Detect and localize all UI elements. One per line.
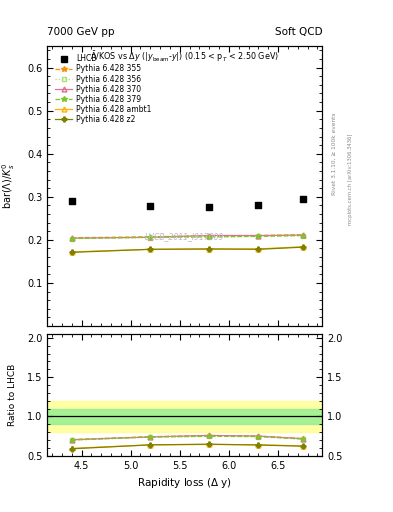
Point: [147, 202, 153, 210]
Pythia 6.428 379: [300, 232, 305, 239]
Pythia 6.428 379: [70, 236, 74, 242]
Text: mcplots.cern.ch [arXiv:1306.3436]: mcplots.cern.ch [arXiv:1306.3436]: [348, 134, 353, 225]
Bar: [47, 401, 322, 432]
Pythia 6.428 370: [148, 234, 152, 240]
Pythia 6.428 379: [207, 234, 211, 240]
Pythia 6.428 355: [256, 232, 261, 239]
Pythia 6.428 ambt1: [70, 249, 74, 255]
X-axis label: Rapidity loss ($\Delta$ y): Rapidity loss ($\Delta$ y): [137, 476, 232, 490]
Pythia 6.428 z2: [300, 244, 305, 250]
Point: [255, 201, 261, 209]
Line: Pythia 6.428 ambt1: Pythia 6.428 ambt1: [69, 244, 305, 254]
Pythia 6.428 356: [70, 236, 74, 242]
Pythia 6.428 370: [70, 235, 74, 241]
Line: Pythia 6.428 370: Pythia 6.428 370: [69, 232, 305, 241]
Y-axis label: Ratio to LHCB: Ratio to LHCB: [8, 364, 17, 426]
Text: LHCB_2011_I917009: LHCB_2011_I917009: [145, 232, 224, 241]
Pythia 6.428 356: [256, 233, 261, 240]
Pythia 6.428 z2: [256, 246, 261, 252]
Line: Pythia 6.428 355: Pythia 6.428 355: [69, 232, 305, 240]
Pythia 6.428 z2: [70, 249, 74, 255]
Pythia 6.428 356: [207, 234, 211, 240]
Line: Pythia 6.428 z2: Pythia 6.428 z2: [69, 245, 305, 255]
Point: [206, 203, 212, 211]
Pythia 6.428 355: [207, 232, 211, 239]
Pythia 6.428 356: [148, 234, 152, 241]
Text: Soft QCD: Soft QCD: [275, 27, 322, 37]
Pythia 6.428 370: [300, 232, 305, 238]
Y-axis label: bar($\Lambda$)/$K^0_s$: bar($\Lambda$)/$K^0_s$: [0, 163, 17, 209]
Pythia 6.428 355: [148, 234, 152, 240]
Pythia 6.428 z2: [207, 246, 211, 252]
Pythia 6.428 ambt1: [256, 246, 261, 252]
Pythia 6.428 370: [207, 232, 211, 239]
Pythia 6.428 355: [300, 231, 305, 238]
Text: $\bar{\Lambda}$/KOS vs $\Delta y$ ($|y_{\mathrm{beam}}$-$y|$) (0.15 < p$_T$ < 2.: $\bar{\Lambda}$/KOS vs $\Delta y$ ($|y_{…: [90, 49, 279, 63]
Pythia 6.428 379: [148, 234, 152, 240]
Pythia 6.428 355: [70, 234, 74, 241]
Pythia 6.428 356: [300, 232, 305, 239]
Pythia 6.428 370: [256, 232, 261, 239]
Pythia 6.428 ambt1: [300, 244, 305, 250]
Pythia 6.428 ambt1: [207, 246, 211, 252]
Text: 7000 GeV pp: 7000 GeV pp: [47, 27, 115, 37]
Legend: LHCB, Pythia 6.428 355, Pythia 6.428 356, Pythia 6.428 370, Pythia 6.428 379, Py: LHCB, Pythia 6.428 355, Pythia 6.428 356…: [54, 53, 153, 125]
Line: Pythia 6.428 356: Pythia 6.428 356: [69, 233, 305, 241]
Point: [299, 195, 306, 203]
Pythia 6.428 ambt1: [148, 246, 152, 252]
Text: Rivet 3.1.10, ≥ 100k events: Rivet 3.1.10, ≥ 100k events: [332, 112, 337, 195]
Pythia 6.428 z2: [148, 246, 152, 252]
Pythia 6.428 379: [256, 233, 261, 240]
Line: Pythia 6.428 379: Pythia 6.428 379: [69, 233, 305, 241]
Point: [69, 197, 75, 205]
Bar: [47, 409, 322, 424]
